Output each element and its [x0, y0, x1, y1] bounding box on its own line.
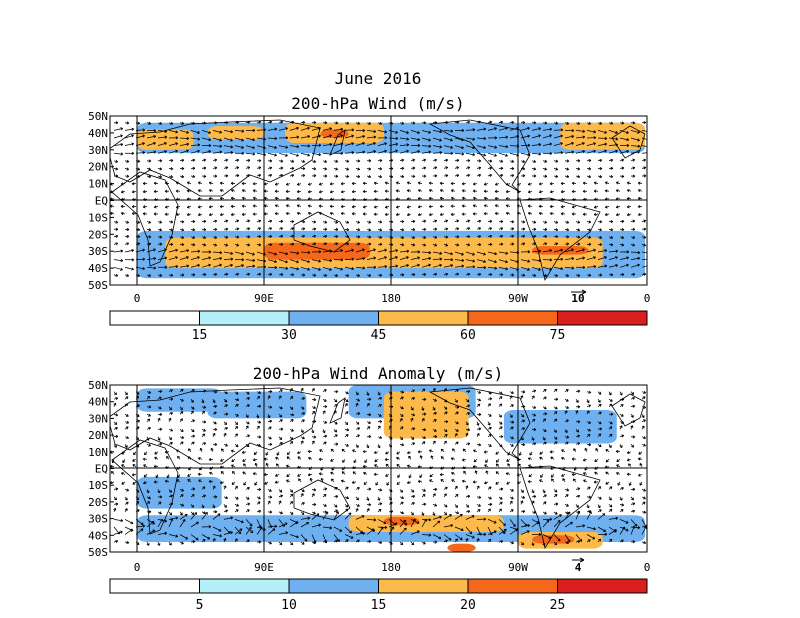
y-tick-label: 40N — [88, 396, 108, 409]
colorbar-swatch — [378, 310, 469, 326]
colorbar: 15 30 45 60 75 — [109, 310, 648, 343]
y-tick-label: 20S — [88, 228, 108, 241]
shaded-region — [137, 476, 222, 509]
colorbar-label: 25 — [550, 598, 566, 613]
colorbar-label: 5 — [196, 598, 204, 613]
vector-field — [110, 387, 647, 546]
y-tick-label: 40N — [88, 127, 108, 140]
colorbar-swatch — [557, 310, 648, 326]
y-tick-label: EQ — [95, 195, 108, 208]
colorbar-label: 45 — [371, 328, 387, 343]
wind-vectors — [110, 120, 647, 277]
y-tick-label: 40S — [88, 529, 108, 542]
colorbar-swatch — [467, 310, 558, 326]
colorbar: 5 10 15 20 25 — [109, 578, 648, 613]
y-axis: 50N 40N 30N 20N 10N EQ 10S 20S 30S 40S 50S — [88, 379, 114, 559]
colorbar-swatch — [199, 310, 290, 326]
y-tick-label: 40S — [88, 262, 108, 275]
y-tick-label: 10S — [88, 479, 108, 492]
chart-title: June 2016 — [335, 69, 422, 88]
x-tick-label: 0 — [134, 561, 141, 574]
y-tick-label: 20S — [88, 496, 108, 509]
y-tick-label: 30S — [88, 245, 108, 258]
colorbar-swatch — [378, 578, 469, 594]
y-tick-label: 20N — [88, 161, 108, 174]
colorbar-swatch — [288, 310, 379, 326]
y-tick-label: 10N — [88, 178, 108, 191]
colorbar-swatch — [199, 578, 290, 594]
x-tick-label: 0 — [644, 561, 651, 574]
colorbar-label: 20 — [460, 598, 476, 613]
y-tick-label: 50S — [88, 279, 108, 292]
reference-vector: 4 — [572, 557, 585, 574]
reference-vector-label: 10 — [571, 292, 584, 305]
x-axis: 0 90E 180 90W 0 — [134, 561, 651, 574]
y-tick-label: 30N — [88, 144, 108, 157]
x-axis: 0 90E 180 90W 0 — [134, 292, 651, 305]
wind-anomaly-vectors — [110, 387, 647, 546]
shaded-region — [207, 391, 307, 419]
x-tick-label: 180 — [381, 561, 401, 574]
colorbar-label: 60 — [460, 328, 476, 343]
colorbar-label: 75 — [550, 328, 566, 343]
colorbar-swatch — [109, 578, 200, 594]
y-tick-label: 50N — [88, 110, 108, 123]
shaded-region — [560, 122, 645, 150]
x-tick-label: 180 — [381, 292, 401, 305]
shaded-region — [137, 388, 222, 412]
map-grid — [109, 115, 648, 286]
x-tick-label: 90E — [254, 561, 274, 574]
colorbar-label: 30 — [281, 328, 297, 343]
reference-vector-label: 4 — [575, 561, 582, 574]
colorbar-swatch — [467, 578, 558, 594]
y-tick-label: 20N — [88, 429, 108, 442]
shaded-region — [447, 543, 476, 552]
x-tick-label: 90E — [254, 292, 274, 305]
y-tick-label: 10N — [88, 446, 108, 459]
vector-field — [110, 120, 647, 277]
y-tick-label: 50N — [88, 379, 108, 392]
colorbar-swatch — [288, 578, 379, 594]
colorbar-swatch — [557, 578, 648, 594]
colorbar-label: 15 — [371, 598, 387, 613]
shaded-region — [207, 126, 264, 140]
coastlines — [110, 119, 646, 282]
y-tick-label: 30N — [88, 412, 108, 425]
y-tick-label: 10S — [88, 211, 108, 224]
panel-title: 200-hPa Wind Anomaly (m/s) — [253, 364, 503, 383]
colorbar-label: 15 — [192, 328, 208, 343]
colorbar-swatch — [109, 310, 200, 326]
colorbar-label: 10 — [281, 598, 297, 613]
y-tick-label: EQ — [95, 463, 108, 476]
x-tick-label: 0 — [134, 292, 141, 305]
y-axis: 50N 40N 30N 20N 10N EQ 10S 20S 30S 40S 50S — [88, 110, 114, 292]
shaded-region — [137, 129, 194, 150]
panel-title: 200-hPa Wind (m/s) — [291, 94, 464, 113]
x-tick-label: 90W — [508, 292, 528, 305]
x-tick-label: 90W — [508, 561, 528, 574]
reference-vector: 10 — [571, 289, 587, 305]
shaded-region — [383, 391, 469, 439]
y-tick-label: 30S — [88, 513, 108, 526]
shaded-region — [264, 242, 370, 260]
x-tick-label: 0 — [644, 292, 651, 305]
y-tick-label: 50S — [88, 546, 108, 559]
